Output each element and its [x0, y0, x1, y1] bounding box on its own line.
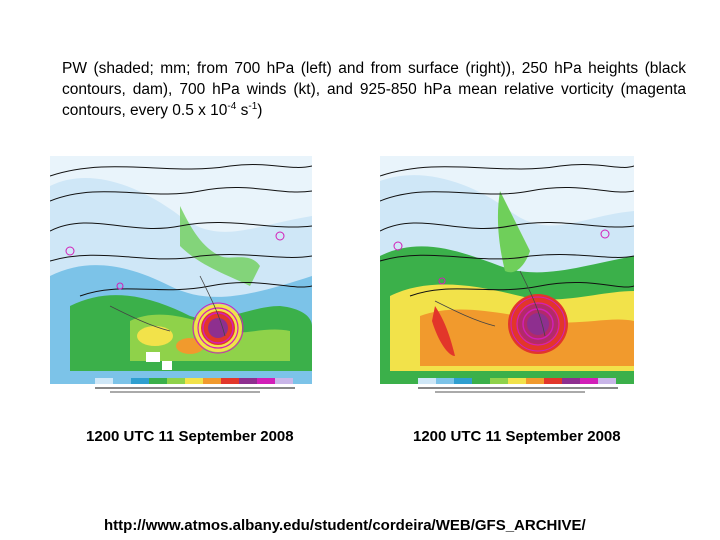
pw-colorbar-left — [95, 378, 293, 384]
caption-exponent-units: -1 — [248, 100, 258, 112]
right-map-date: 1200 UTC 11 September 2008 — [413, 428, 621, 445]
left-map-date: 1200 UTC 11 September 2008 — [86, 428, 294, 445]
caption-exponent: -4 — [227, 100, 237, 112]
caption-text: PW (shaded; mm; from 700 hPa (left) and … — [62, 60, 686, 119]
figure-caption: PW (shaded; mm; from 700 hPa (left) and … — [62, 58, 686, 121]
pw-surface-map-graphic — [380, 156, 634, 393]
pw-700hpa-map — [50, 156, 312, 396]
pw-colorbar-right — [418, 378, 616, 384]
pw-surface-map — [380, 156, 634, 396]
source-url: http://www.atmos.albany.edu/student/cord… — [104, 517, 586, 534]
pw-700hpa-map-graphic — [50, 156, 312, 393]
caption-text-end: ) — [257, 102, 263, 119]
caption-text-units: s — [236, 102, 249, 119]
